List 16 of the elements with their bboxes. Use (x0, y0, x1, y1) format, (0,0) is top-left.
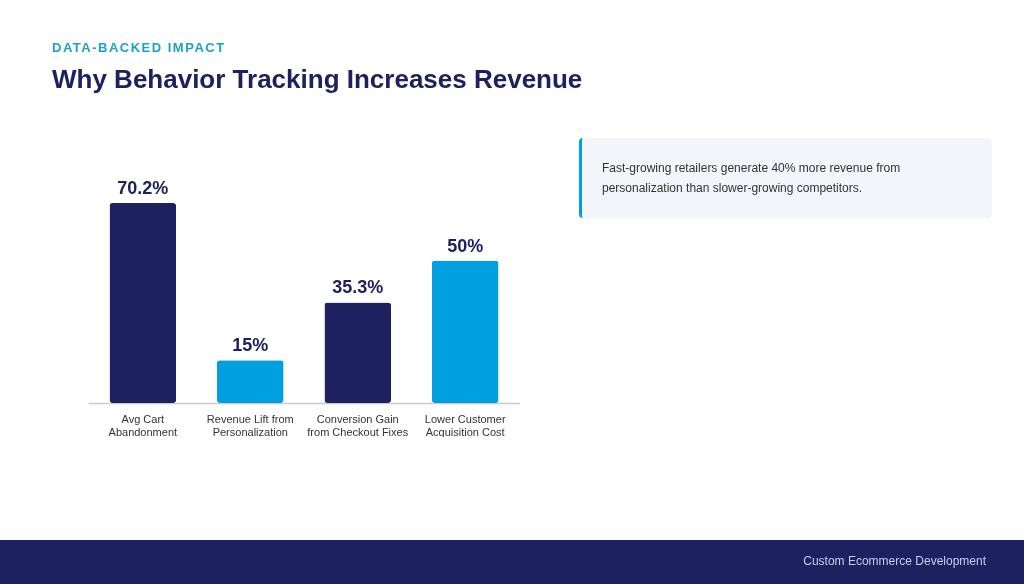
x-tick-label: Avg Cart Abandonment (108, 412, 178, 438)
chart-subtitle: DATA-BACKED IMPACT (52, 40, 226, 55)
x-tick-label: Revenue Lift from Personalization (206, 412, 294, 438)
data-label: 70.2% (117, 178, 169, 198)
text: Custom Ecommerce Development (803, 554, 986, 568)
data-label: 15% (232, 335, 269, 356)
bar (216, 360, 284, 403)
chart-title: Why Behavior Tracking Increases Revenue (52, 64, 583, 95)
bar (109, 203, 177, 403)
x-tick-label: Conversion Gain from Checkout Fixes (307, 412, 409, 438)
data-label: 50% (447, 235, 484, 256)
bar (324, 302, 392, 403)
x-tick-label: Lower Customer Acquisition Cost (424, 412, 506, 438)
bar (431, 260, 499, 403)
data-label: 35.3% (332, 277, 384, 298)
text: Fast-growing retailers generate 40% more revenue from personalization than slower-growing competitors. (579, 138, 992, 218)
